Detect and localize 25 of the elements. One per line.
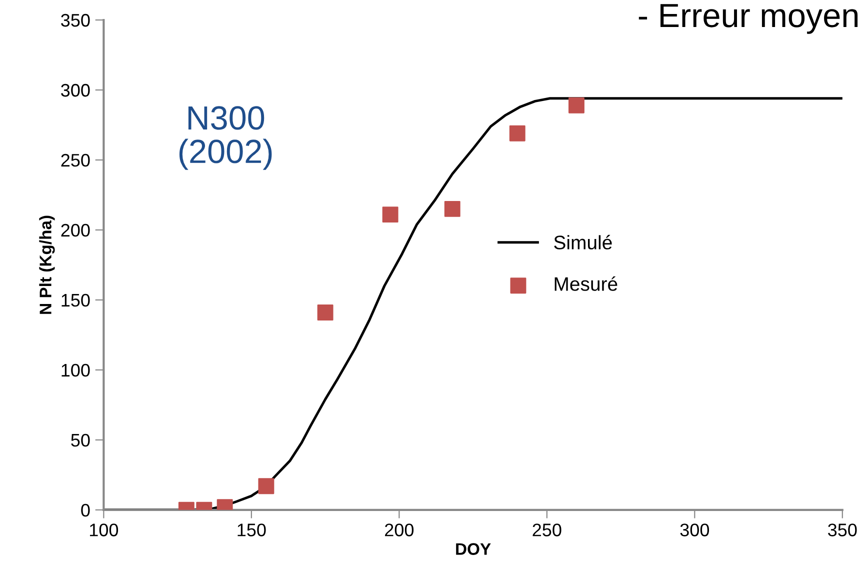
legend-label: Simulé xyxy=(554,234,612,250)
x-tick-label: 350 xyxy=(828,524,857,536)
x-axis-title: DOY xyxy=(456,543,491,555)
y-tick-label: 200 xyxy=(61,224,90,237)
y-tick-label: 250 xyxy=(61,154,90,167)
point xyxy=(317,304,334,321)
annotation: N300 (2002) xyxy=(179,106,272,170)
legend-label: Mesuré xyxy=(554,276,618,291)
y-axis-title: N Plt (Kg/ha) xyxy=(39,216,55,314)
point xyxy=(382,206,398,223)
y-tick-label: 100 xyxy=(62,364,90,377)
annotation: - Erreur moyen xyxy=(638,4,858,34)
point xyxy=(568,97,584,114)
x-tick-label: 300 xyxy=(680,524,710,536)
y-tick-label: 300 xyxy=(61,84,90,97)
x-tick-label: 200 xyxy=(385,524,414,536)
y-tick-label: 50 xyxy=(71,434,90,447)
point xyxy=(444,200,460,217)
y-tick-label: 0 xyxy=(81,504,90,517)
y-tick-label: 350 xyxy=(61,14,90,27)
x-tick-label: 100 xyxy=(90,524,118,536)
x-tick-label: 250 xyxy=(532,524,562,536)
y-tick-label: 150 xyxy=(62,294,90,307)
x-tick-label: 150 xyxy=(238,524,266,536)
point xyxy=(509,125,526,142)
